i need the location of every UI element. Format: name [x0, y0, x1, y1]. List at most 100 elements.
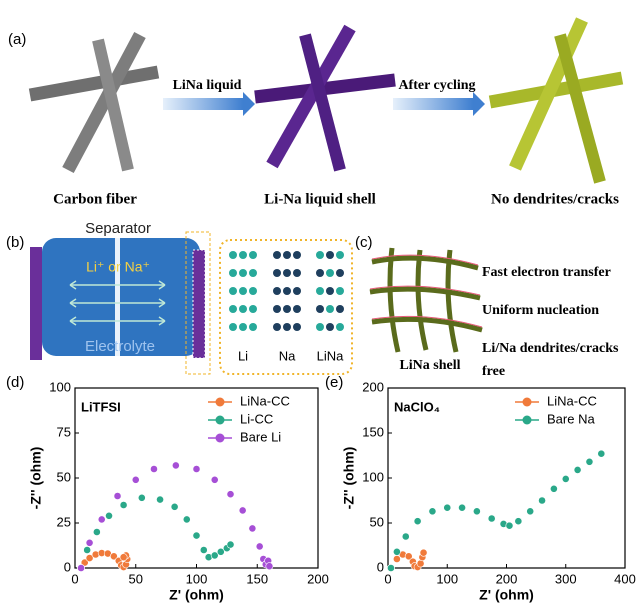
data-point	[210, 475, 219, 484]
y-axis-label: -Z'' (ohm)	[28, 447, 44, 510]
data-point	[170, 502, 179, 511]
ion-arrows	[69, 280, 166, 326]
data-point	[597, 449, 606, 458]
x-tick-label: 50	[129, 571, 143, 586]
note: free	[482, 364, 505, 379]
x-tick-label: 0	[384, 571, 391, 586]
annotation: LiTFSI	[81, 399, 121, 414]
legend-label: Bare Li	[240, 429, 281, 444]
data-point	[80, 558, 89, 567]
atom	[229, 305, 237, 313]
x-tick-label: 200	[496, 571, 518, 586]
caption: Carbon fiber	[53, 191, 137, 207]
mesh	[369, 247, 483, 353]
y-tick-label: 200	[362, 379, 384, 394]
panel-label: (c)	[355, 234, 373, 251]
atom	[326, 269, 334, 277]
y-tick-label: 25	[57, 514, 71, 529]
electrolyte-box	[42, 238, 200, 356]
data-point	[131, 475, 140, 484]
data-point	[105, 511, 113, 520]
data-point	[472, 507, 481, 516]
atom	[229, 251, 237, 259]
data-point	[392, 555, 401, 563]
caption: Li-Na liquid shell	[264, 191, 376, 207]
separator-label: Separator	[85, 220, 151, 237]
data-point	[585, 457, 594, 466]
data-point	[401, 532, 410, 541]
atom	[273, 305, 281, 313]
shell-layer	[192, 249, 206, 359]
column-label: Na	[279, 348, 296, 363]
cycled-fiber	[488, 17, 624, 184]
data-point	[199, 546, 208, 554]
atom	[316, 251, 324, 259]
data-point	[226, 490, 235, 499]
atom	[239, 251, 247, 259]
electrode	[30, 247, 42, 360]
atom	[293, 269, 301, 277]
column-label: Li	[238, 348, 248, 363]
x-tick-label: 150	[246, 571, 268, 586]
shell-label: LiNa shell	[399, 358, 460, 373]
atom	[293, 287, 301, 295]
note: Fast electron transfer	[482, 265, 611, 280]
legend-marker	[522, 397, 532, 407]
annotation: NaClO₄	[394, 399, 440, 414]
legend-marker	[215, 433, 225, 443]
atom	[293, 305, 301, 313]
legend-marker	[215, 397, 225, 407]
y-axis-label: -Z'' (ohm)	[341, 447, 357, 510]
data-point	[77, 564, 85, 572]
ion-label: Li⁺ or Na⁺	[86, 259, 150, 275]
data-point	[443, 503, 452, 512]
data-point	[413, 517, 422, 526]
data-point	[514, 517, 523, 526]
atom	[316, 305, 324, 313]
note: Uniform nucleation	[482, 303, 599, 318]
atom	[249, 269, 257, 277]
atoms	[229, 251, 344, 331]
panel-label: (d)	[6, 374, 24, 391]
data-point	[573, 465, 582, 474]
data-point	[428, 507, 437, 516]
atom	[239, 305, 247, 313]
arrow-head	[69, 316, 166, 326]
x-tick-label: 100	[436, 571, 458, 586]
y-tick-label: 100	[362, 469, 384, 484]
data-point	[216, 547, 225, 556]
data-point	[226, 540, 235, 549]
atom	[249, 287, 257, 295]
atom	[326, 251, 334, 259]
data-point	[392, 547, 401, 556]
x-tick-label: 300	[555, 571, 577, 586]
data-point	[119, 553, 128, 562]
atom	[316, 269, 324, 277]
atom	[336, 251, 344, 259]
atom	[293, 323, 301, 331]
atom	[316, 287, 324, 295]
data-point	[458, 503, 466, 512]
data-point	[109, 552, 118, 561]
atom	[229, 269, 237, 277]
plot-frame	[74, 387, 319, 569]
data-point	[561, 474, 570, 483]
atom	[239, 323, 247, 331]
panel-label: (b)	[6, 234, 24, 251]
atom	[336, 269, 344, 277]
data-point	[387, 564, 395, 572]
data-point	[404, 552, 413, 561]
data-point	[137, 493, 146, 502]
data-point	[255, 542, 264, 551]
data-point	[210, 551, 219, 560]
x-tick-label: 100	[186, 571, 208, 586]
legend-marker	[522, 415, 532, 425]
atom	[283, 251, 291, 259]
panel-label: (a)	[8, 31, 26, 48]
atom	[229, 323, 237, 331]
caption: No dendrites/cracks	[491, 191, 619, 207]
y-tick-label: 0	[64, 559, 71, 574]
y-tick-label: 150	[362, 424, 384, 439]
atom	[229, 287, 237, 295]
x-axis-label: Z' (ohm)	[479, 587, 534, 603]
